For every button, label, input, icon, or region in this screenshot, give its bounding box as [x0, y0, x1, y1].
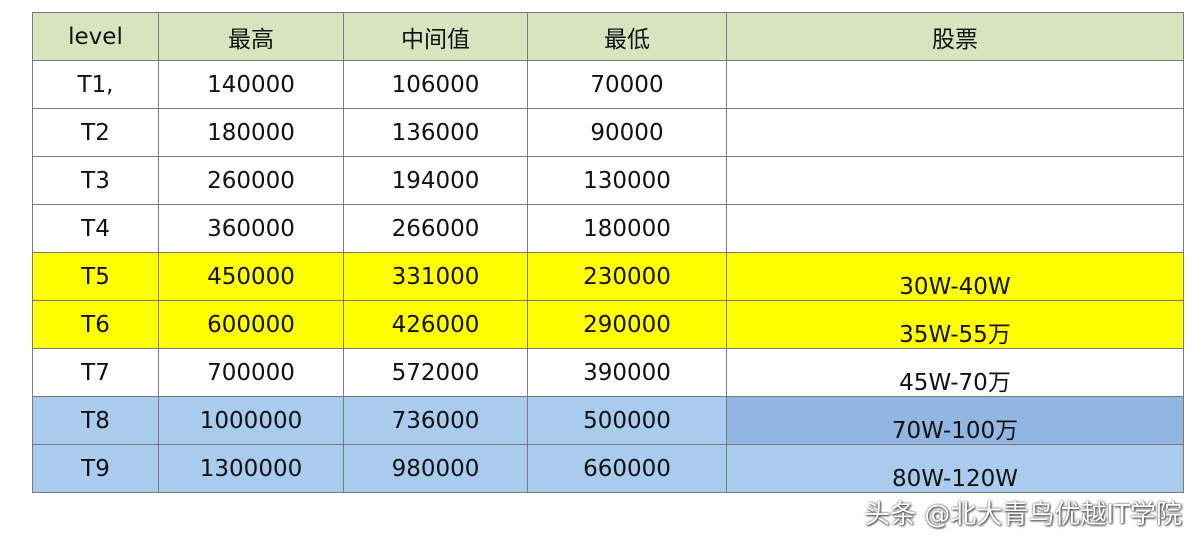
cell-min: 500000	[527, 396, 727, 445]
cell-min: 390000	[527, 348, 727, 397]
cell-mid: 136000	[343, 108, 528, 157]
cell-stock: 45W-70万	[726, 348, 1184, 397]
cell-min: 130000	[527, 156, 727, 205]
cell-mid: 331000	[343, 252, 528, 301]
cell-max: 600000	[158, 300, 344, 349]
cell-level: T6	[32, 300, 159, 349]
header-row: level 最高 中间值 最低 股票	[32, 12, 1184, 61]
cell-level: T5	[32, 252, 159, 301]
cell-min: 290000	[527, 300, 727, 349]
cell-min: 90000	[527, 108, 727, 157]
cell-stock: 30W-40W	[726, 252, 1184, 301]
cell-max: 1300000	[158, 444, 344, 493]
cell-level: T3	[32, 156, 159, 205]
header-level: level	[32, 12, 159, 61]
cell-level: T9	[32, 444, 159, 493]
cell-stock: 70W-100万	[726, 396, 1184, 445]
table-row: T1, 140000 106000 70000	[32, 60, 1184, 109]
cell-min: 660000	[527, 444, 727, 493]
cell-max: 360000	[158, 204, 344, 253]
cell-stock: 35W-55万	[726, 300, 1184, 349]
cell-min: 230000	[527, 252, 727, 301]
cell-stock	[726, 108, 1184, 157]
table-row: T6 600000 426000 290000 35W-55万	[32, 300, 1184, 349]
cell-level: T7	[32, 348, 159, 397]
cell-level: T8	[32, 396, 159, 445]
table-row: T4 360000 266000 180000	[32, 204, 1184, 253]
cell-min: 70000	[527, 60, 727, 109]
cell-stock	[726, 204, 1184, 253]
cell-min: 180000	[527, 204, 727, 253]
cell-max: 450000	[158, 252, 344, 301]
cell-level: T2	[32, 108, 159, 157]
cell-stock	[726, 156, 1184, 205]
table-row: T8 1000000 736000 500000 70W-100万	[32, 396, 1184, 445]
cell-max: 140000	[158, 60, 344, 109]
table-row: T7 700000 572000 390000 45W-70万	[32, 348, 1184, 397]
cell-mid: 980000	[343, 444, 528, 493]
cell-max: 1000000	[158, 396, 344, 445]
cell-level: T4	[32, 204, 159, 253]
header-max: 最高	[158, 12, 344, 61]
table-row: T2 180000 136000 90000	[32, 108, 1184, 157]
cell-stock	[726, 60, 1184, 109]
cell-max: 180000	[158, 108, 344, 157]
table-row: T5 450000 331000 230000 30W-40W	[32, 252, 1184, 301]
cell-max: 700000	[158, 348, 344, 397]
cell-level: T1,	[32, 60, 159, 109]
cell-mid: 194000	[343, 156, 528, 205]
watermark: 头条 @北大青鸟优越IT学院	[864, 500, 1182, 530]
cell-mid: 266000	[343, 204, 528, 253]
header-stock: 股票	[726, 12, 1184, 61]
cell-mid: 426000	[343, 300, 528, 349]
cell-max: 260000	[158, 156, 344, 205]
cell-mid: 736000	[343, 396, 528, 445]
table-row: T3 260000 194000 130000	[32, 156, 1184, 205]
cell-mid: 572000	[343, 348, 528, 397]
cell-mid: 106000	[343, 60, 528, 109]
salary-table: level 最高 中间值 最低 股票 T1, 140000 106000 70000 T…	[32, 12, 1184, 493]
cell-stock: 80W-120W	[726, 444, 1184, 493]
header-min: 最低	[527, 12, 727, 61]
table-row: T9 1300000 980000 660000 80W-120W	[32, 444, 1184, 493]
header-mid: 中间值	[343, 12, 528, 61]
